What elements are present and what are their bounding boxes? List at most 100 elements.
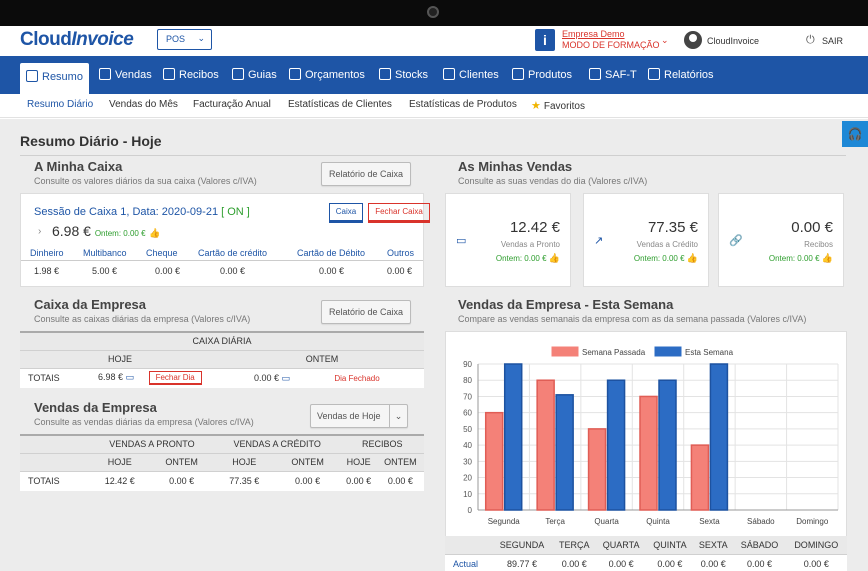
legend-label: Semana Passada	[582, 348, 646, 357]
vendas-empresa-table: VENDAS A PRONTO VENDAS A CRÉDITO RECIBOS…	[20, 434, 424, 491]
section-subtitle-semana: Compare as vendas semanais da empresa co…	[458, 314, 807, 324]
nav-item-clientes[interactable]: Clientes	[443, 56, 499, 94]
subnav-estatisticas-produtos[interactable]: Estatísticas de Produtos	[409, 99, 517, 110]
power-icon[interactable]: ⏻	[806, 34, 815, 46]
session-name: Sessão de Caixa 1, Data: 2020-09-21	[34, 206, 219, 218]
column-header: QUARTA	[595, 536, 647, 555]
caixa-button[interactable]: Caixa	[329, 203, 363, 223]
payment-header: Dinheiro	[30, 248, 64, 258]
nav-item-vendas[interactable]: Vendas	[99, 56, 152, 94]
section-subtitle-minhas-vendas: Consulte as suas vendas do dia (Valores …	[458, 176, 648, 186]
column-header: DOMINGO	[785, 536, 847, 555]
caixa-empresa-report-button[interactable]: Relatório de Caixa	[321, 300, 411, 324]
card-vendas-pronto: ▭ 12.42 € Vendas a Pronto Ontem: 0.00 € …	[445, 193, 571, 287]
y-tick-label: 60	[463, 409, 472, 418]
thumbs-up-icon: 👍	[149, 228, 161, 238]
vendas-period-dropdown[interactable]: Vendas de Hoje ⌄	[310, 404, 408, 428]
caixa-report-button[interactable]: Relatório de Caixa	[321, 162, 411, 186]
truck-icon	[232, 68, 244, 80]
user-name[interactable]: CloudInvoice	[707, 36, 760, 46]
nav-item-produtos[interactable]: Produtos	[512, 56, 572, 94]
chevron-down-icon: ⌄	[389, 405, 407, 427]
money-icon: ▭	[456, 235, 467, 247]
bar-esta-semana	[658, 379, 677, 511]
column-header: SEGUNDA	[491, 536, 554, 555]
device-top-bar	[0, 0, 868, 26]
section-title-caixa: A Minha Caixa	[34, 159, 123, 174]
weekly-sales-table: SEGUNDA TERÇA QUARTA QUINTA SEXTA SÁBADO…	[445, 536, 847, 571]
subnav-estatisticas-clientes[interactable]: Estatísticas de Clientes	[288, 99, 392, 110]
nav-label: Stocks	[395, 69, 429, 81]
table-cell: 0.00 €	[700, 559, 726, 570]
x-tick-label: Domingo	[796, 517, 829, 526]
nav-item-saft[interactable]: SAF-T	[589, 56, 637, 94]
nav-label: Clientes	[459, 69, 499, 81]
y-tick-label: 10	[463, 490, 472, 499]
card-label: Vendas a Crédito	[636, 240, 698, 249]
card-ontem-text: Ontem: 0.00 €	[768, 254, 820, 263]
group-header: RECIBOS	[340, 434, 424, 454]
pos-label: POS	[166, 34, 186, 44]
subnav-vendas-mes[interactable]: Vendas do Mês	[109, 99, 178, 110]
weekly-sales-chart: 0 10 20 30 40 50 60 70 80 90 Segunda Terça Quarta Qui…	[463, 346, 839, 526]
nav-label: Guias	[248, 69, 277, 81]
column-header: HOJE	[340, 453, 377, 472]
nav-item-relatorios[interactable]: Relatórios	[648, 56, 714, 94]
table-row: TOTAIS 12.42 € 0.00 € 77.35 € 0.00 € 0.0…	[20, 471, 424, 491]
y-tick-label: 20	[463, 474, 472, 483]
card-label: Vendas a Pronto	[500, 240, 560, 249]
y-tick-label: 70	[463, 392, 472, 401]
company-name-link[interactable]: Empresa Demo	[562, 29, 625, 39]
nav-label: Orçamentos	[305, 69, 365, 81]
column-header: ONTEM	[376, 453, 424, 472]
main-nav: Resumo Vendas Recibos Guias Orçamentos S…	[0, 56, 868, 94]
subnav-resumo-diario[interactable]: Resumo Diário	[27, 99, 94, 110]
ontem-cell: 0.00 € ▭	[220, 368, 290, 388]
bar-esta-semana	[555, 394, 574, 511]
card-ontem-text: Ontem: 0.00 €	[633, 254, 685, 263]
row-label: Actual	[453, 559, 479, 570]
table-cell: 0.00 €	[561, 559, 587, 570]
app-logo[interactable]: CloudInvoice	[20, 29, 134, 51]
chat-icon: ▭	[281, 372, 290, 383]
chevron-down-icon[interactable]: ⌄	[661, 35, 669, 45]
nav-item-orcamentos[interactable]: Orçamentos	[289, 56, 365, 94]
bar-esta-semana	[606, 379, 626, 511]
subnav-facturacao-anual[interactable]: Facturação Anual	[193, 99, 271, 110]
subnav-favoritos-label: Favoritos	[543, 101, 585, 112]
user-avatar-icon[interactable]	[684, 31, 702, 49]
card-ontem: Ontem: 0.00 € 👍	[634, 253, 698, 264]
subnav-favoritos[interactable]: ★ Favoritos	[531, 99, 585, 112]
corner-header	[20, 453, 90, 472]
x-tick-label: Sábado	[747, 517, 775, 526]
pos-dropdown[interactable]: POS ⌄	[157, 29, 212, 50]
weekly-chart-panel: 0 10 20 30 40 50 60 70 80 90 Segunda Terça Quarta Qui…	[445, 331, 847, 537]
nav-item-guias[interactable]: Guias	[232, 56, 277, 94]
section-title-vendas-empresa: Vendas da Empresa	[34, 400, 157, 415]
nav-label: SAF-T	[605, 69, 637, 81]
users-icon	[443, 68, 455, 80]
headset-support-icon[interactable]: 🎧	[842, 121, 868, 147]
card-recibos: 🔗 0.00 € Recibos Ontem: 0.00 € 👍	[718, 193, 844, 287]
nav-item-resumo[interactable]: Resumo	[20, 63, 89, 94]
logout-link[interactable]: SAIR	[822, 36, 844, 46]
nav-item-stocks[interactable]: Stocks	[379, 56, 428, 94]
bar-esta-semana	[503, 363, 523, 511]
company-info-icon[interactable]: i	[535, 29, 555, 51]
nav-item-recibos[interactable]: Recibos	[163, 56, 219, 94]
fechar-dia-button[interactable]: Fechar Dia	[148, 371, 202, 386]
section-title-caixa-empresa: Caixa da Empresa	[34, 297, 147, 312]
session-title[interactable]: Sessão de Caixa 1, Data: 2020-09-21 [ ON…	[34, 206, 250, 218]
payment-value: 0.00 €	[387, 266, 413, 276]
chevron-right-icon[interactable]: ›	[38, 226, 42, 237]
column-header: ONTEM	[220, 350, 424, 369]
thumbs-up-icon: 👍	[821, 253, 833, 263]
group-header: VENDAS A PRONTO	[90, 434, 214, 454]
chat-icon: ▭	[125, 372, 135, 383]
fechar-caixa-button[interactable]: Fechar Caixa	[368, 203, 430, 223]
session-amount: 6.98 € Ontem: 0.00 € 👍	[52, 223, 161, 239]
hoje-value: 6.98 €	[98, 372, 124, 383]
corner-header	[445, 536, 491, 555]
card-value: 77.35 €	[647, 219, 698, 236]
table-title: CAIXA DIÁRIA	[20, 331, 424, 351]
